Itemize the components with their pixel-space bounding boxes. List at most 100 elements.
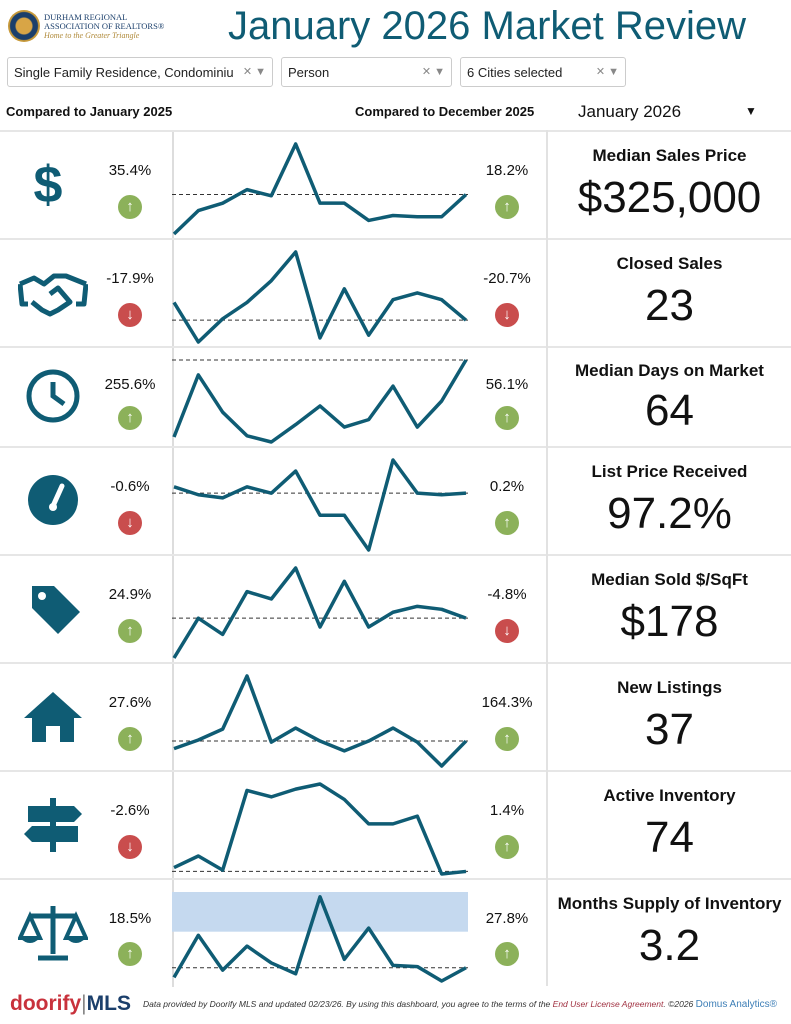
svg-text:$: $: [34, 156, 63, 214]
filter-value: 6 Cities selected: [467, 65, 563, 80]
compare-month-label: Compared to December 2025: [355, 104, 535, 119]
column-divider: [546, 130, 548, 986]
trend-line: [172, 250, 468, 344]
metric-label: Active Inventory: [603, 786, 736, 806]
yoy-change: 255.6%: [104, 376, 156, 393]
mom-change: -20.7%: [483, 270, 531, 288]
metric-row: $ 35.4% ↑ 18.2% ↑ Median Sales Price $32…: [0, 130, 791, 240]
clock-icon: [18, 366, 88, 426]
filter-value: Person: [288, 65, 330, 80]
footer-note: Data provided by Doorify MLS and updated…: [142, 998, 551, 1009]
chart-axis: [172, 132, 174, 240]
metric-row: 24.9% ↑ -4.8% ↓ Median Sold $/SqFt $178: [0, 554, 791, 664]
house-icon: [18, 686, 88, 746]
yoy-change: -2.6%: [110, 802, 150, 820]
mom-change: 56.1%: [485, 376, 529, 393]
property-type-filter[interactable]: Single Family Residence, Condominiu ✕ ▼: [7, 57, 273, 87]
trend-sparkline: [172, 142, 468, 236]
signpost-icon: [18, 794, 88, 854]
trend-sparkline: [172, 458, 468, 552]
metric-label: List Price Received: [591, 462, 748, 482]
yoy-change: 27.6%: [108, 694, 152, 712]
eula-link[interactable]: End User License Agreement: [552, 998, 664, 1009]
person-filter[interactable]: Person ✕ ▼: [281, 57, 452, 87]
handshake-icon: [18, 262, 88, 322]
mom-change: -4.8%: [487, 586, 527, 604]
metric-value: 74: [645, 813, 694, 863]
footer: doorify|MLS Data provided by Doorify MLS…: [10, 992, 777, 1016]
arrow-up-icon: ↑: [118, 618, 142, 643]
arrow-up-icon: ↑: [495, 834, 519, 859]
arrow-up-icon: ↑: [495, 942, 519, 967]
page-title: January 2026 Market Review: [228, 4, 747, 48]
arrow-up-icon: ↑: [118, 406, 142, 430]
trend-sparkline: [172, 566, 468, 659]
yoy-change: 18.5%: [108, 909, 152, 927]
arrow-down-icon: ↓: [495, 618, 519, 643]
yoy-change: 24.9%: [108, 586, 152, 604]
chart-axis: [172, 880, 174, 987]
chart-axis: [172, 664, 174, 772]
metric-row: 27.6% ↑ 164.3% ↑ New Listings 37: [0, 662, 791, 772]
metric-label: New Listings: [617, 678, 722, 698]
trend-sparkline: [172, 359, 468, 444]
metric-value: 64: [645, 386, 694, 435]
arrow-down-icon: ↓: [118, 510, 142, 535]
logo-line: DURHAM REGIONAL: [44, 11, 128, 22]
doorify-logo: doorify|MLS: [10, 992, 131, 1015]
trend-sparkline: [172, 782, 468, 876]
caret-down-icon[interactable]: ▼: [745, 104, 757, 118]
metric-label: Closed Sales: [616, 254, 723, 274]
metric-label: Median Days on Market: [575, 361, 764, 380]
arrow-up-icon: ↑: [495, 194, 519, 219]
compare-year-label: Compared to January 2025: [6, 104, 173, 119]
chart-axis: [172, 240, 174, 348]
clear-dropdown-icon[interactable]: ✕ ▼: [421, 66, 445, 78]
metric-value: 97.2%: [607, 489, 732, 539]
metric-row: -2.6% ↓ 1.4% ↑ Active Inventory 74: [0, 770, 791, 880]
dollar-icon: $: [18, 154, 88, 214]
yoy-change: -17.9%: [106, 270, 154, 288]
arrow-up-icon: ↑: [118, 942, 142, 967]
trend-line: [173, 458, 467, 552]
logo-tagline: Home to the Greater Triangle: [44, 30, 140, 40]
trend-line: [172, 142, 468, 236]
clear-dropdown-icon[interactable]: ✕ ▼: [242, 65, 266, 78]
yoy-change: -0.6%: [110, 478, 150, 496]
mom-change: 18.2%: [485, 162, 529, 180]
metric-row: 18.5% ↑ 27.8% ↑ Months Supply of Invento…: [0, 878, 791, 987]
gauge-icon: [18, 470, 88, 530]
metric-value: $178: [620, 597, 719, 647]
logo: DURHAM REGIONAL ASSOCIATION OF REALTORS® H…: [8, 10, 164, 42]
metric-row: -17.9% ↓ -20.7% ↓ Closed Sales 23: [0, 238, 791, 348]
mom-change: 164.3%: [481, 694, 533, 712]
scales-icon: [18, 902, 88, 962]
metric-value: 37: [645, 705, 694, 755]
trend-line: [172, 359, 468, 444]
trend-line: [172, 566, 467, 659]
arrow-up-icon: ↑: [118, 194, 142, 219]
metric-row: -0.6% ↓ 0.2% ↑ List Price Received 97.2%: [0, 446, 791, 556]
metric-value: 3.2: [638, 920, 701, 970]
trend-line: [172, 895, 467, 983]
trend-line: [173, 674, 468, 768]
trend-sparkline: [172, 674, 468, 768]
chart-axis: [172, 556, 174, 664]
arrow-up-icon: ↑: [495, 726, 519, 751]
logo-line: ASSOCIATION OF REALTORS®: [44, 20, 165, 31]
cities-filter[interactable]: 6 Cities selected ✕ ▼: [460, 57, 626, 87]
mom-change: 0.2%: [489, 478, 525, 496]
chart-axis: [172, 448, 174, 556]
trend-line: [173, 782, 467, 876]
arrow-up-icon: ↑: [118, 726, 142, 751]
period-select[interactable]: January 2026: [578, 102, 682, 121]
metric-row: 255.6% ↑ 56.1% ↑ Median Days on Market 6…: [0, 346, 791, 448]
clear-dropdown-icon[interactable]: ✕ ▼: [595, 66, 619, 78]
arrow-up-icon: ↑: [495, 510, 519, 535]
arrow-up-icon: ↑: [495, 406, 519, 430]
chart-axis: [172, 348, 174, 448]
metric-value: 23: [645, 281, 694, 331]
domus-link[interactable]: Domus Analytics®: [695, 998, 777, 1010]
metric-label: Median Sales Price: [592, 146, 747, 166]
metric-label: Median Sold $/SqFt: [591, 570, 748, 590]
